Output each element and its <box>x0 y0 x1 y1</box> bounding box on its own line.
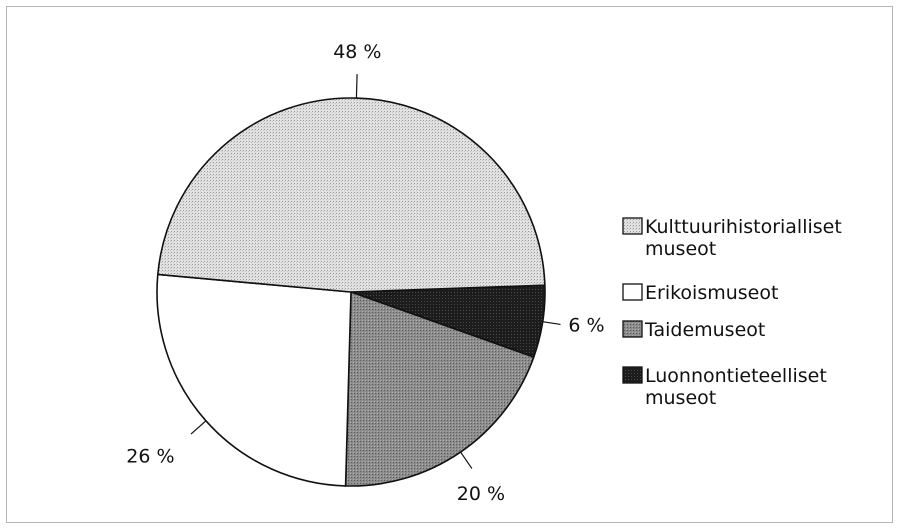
data-label-kulttuurihistorialliset-museot: 48 % <box>333 41 381 63</box>
data-label-taidemuseot: 20 % <box>457 483 505 505</box>
leader-line-erikoismuseot <box>190 420 207 435</box>
leader-line-taidemuseot <box>460 451 473 469</box>
legend-label-kulttuurihistorialliset-museot-line-2: museot <box>645 238 716 260</box>
legend-swatch-luonnontieteelliset-museot <box>622 366 643 384</box>
legend-swatch-erikoismuseot <box>622 283 643 301</box>
data-label-erikoismuseot: 26 % <box>126 446 174 468</box>
data-label-luonnontieteelliset-museot: 6 % <box>568 315 604 337</box>
leader-line-kulttuurihistorialliset-museot <box>355 74 358 99</box>
legend-swatch-kulttuurihistorialliset-museot <box>622 217 643 235</box>
pie-slice-erikoismuseot <box>156 273 352 487</box>
legend-swatch-taidemuseot <box>622 320 643 338</box>
pie-slice-taidemuseot <box>344 291 535 487</box>
legend-label-kulttuurihistorialliset-museot: Kulttuurihistorialliset <box>645 216 842 238</box>
leader-line-luonnontieteelliset-museot <box>542 321 561 326</box>
legend-label-erikoismuseot: Erikoismuseot <box>645 282 778 304</box>
pie-slice-kulttuurihistorialliset-museot <box>156 97 546 293</box>
legend-label-luonnontieteelliset-museot-line-2: museot <box>645 387 716 409</box>
legend-label-taidemuseot: Taidemuseot <box>644 319 765 341</box>
legend-label-luonnontieteelliset-museot: Luonnontieteelliset <box>645 365 827 387</box>
